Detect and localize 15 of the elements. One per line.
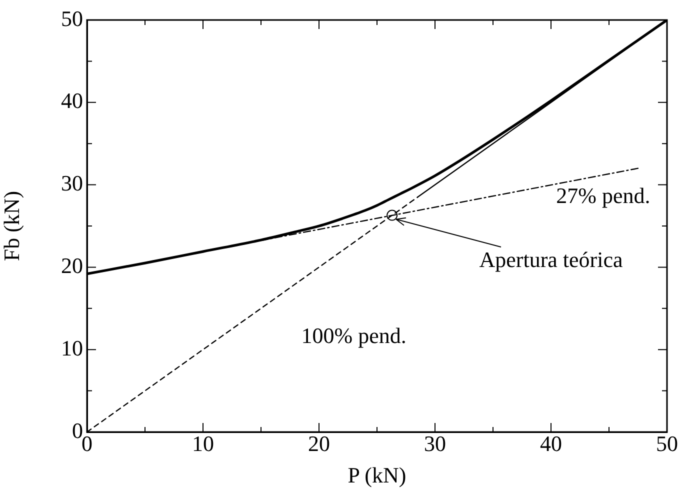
x-tick-label: 30 — [424, 430, 446, 456]
y-tick-label: 40 — [61, 88, 83, 114]
x-tick-label: 10 — [192, 430, 214, 456]
annotation: 100% pend. — [301, 323, 406, 348]
y-tick-label: 20 — [61, 252, 83, 278]
y-tick-label: 30 — [61, 170, 83, 196]
x-tick-label: 40 — [540, 430, 562, 456]
y-tick-label: 50 — [61, 6, 83, 31]
annotation: 27% pend. — [556, 182, 650, 208]
x-axis-title: P (kN) — [348, 462, 406, 488]
annotation: Apertura teórica — [479, 246, 623, 272]
x-tick-label: 20 — [308, 430, 330, 456]
y-axis-title: Fb (kN) — [0, 190, 24, 262]
y-tick-label: 10 — [61, 335, 83, 360]
x-tick-label: 50 — [656, 430, 678, 456]
